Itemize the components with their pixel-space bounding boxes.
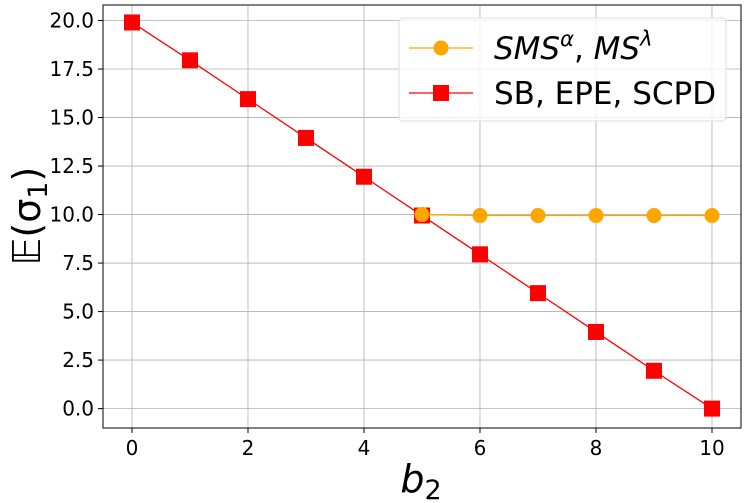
legend-marker	[433, 85, 449, 101]
legend-label: SB, EPE, SCPD	[494, 76, 716, 112]
data-point	[704, 208, 720, 224]
y-tick-label: 5.0	[62, 300, 94, 324]
y-tick-label: 12.5	[49, 154, 94, 178]
data-point	[124, 14, 140, 31]
series-line	[421, 213, 712, 217]
y-axis-label-close: )	[5, 167, 49, 182]
data-point	[472, 246, 488, 263]
data-point	[588, 323, 604, 340]
x-axis-ticks: 0 2 4 6 8 10	[126, 428, 725, 460]
legend-entry-0: SMSα, MSλ	[409, 27, 653, 67]
legend-label-part: ,	[574, 31, 594, 67]
data-point	[646, 362, 662, 379]
y-tick-label: 10.0	[49, 203, 94, 227]
series-layer	[124, 14, 720, 417]
y-axis-label: 𝔼(σ1)	[5, 167, 54, 266]
x-axis-label-sub: 2	[424, 475, 441, 503]
legend: SMSα, MSλ SB, EPE, SCPD	[398, 17, 727, 122]
legend-entry-1: SB, EPE, SCPD	[409, 76, 716, 112]
y-tick-label: 17.5	[49, 57, 94, 81]
data-point	[414, 207, 430, 223]
y-tick-label: 20.0	[49, 9, 94, 33]
data-point	[588, 208, 604, 224]
legend-marker	[433, 40, 449, 56]
x-tick-label: 10	[699, 436, 724, 460]
legend-label: SMSα, MSλ	[494, 27, 653, 67]
legend-label-part: SMS	[494, 31, 560, 67]
data-point	[530, 285, 546, 302]
x-tick-label: 6	[474, 436, 487, 460]
data-point	[646, 208, 662, 224]
y-tick-label: 0.0	[62, 397, 94, 421]
x-tick-label: 8	[590, 436, 603, 460]
data-point	[240, 91, 256, 108]
y-axis-label-sub: 1	[23, 182, 54, 199]
legend-label-part: λ	[639, 27, 652, 51]
series-0	[414, 207, 720, 224]
x-tick-label: 2	[242, 436, 255, 460]
data-point	[182, 52, 198, 69]
legend-label-part: MS	[594, 31, 640, 67]
data-point	[530, 208, 546, 224]
y-tick-label: 2.5	[62, 348, 94, 372]
legend-box	[398, 17, 727, 122]
y-axis-ticks: 0.0 2.5 5.0 7.5 10.0 12.5 15.0 17.5 20.0	[49, 9, 103, 421]
data-point	[704, 400, 720, 417]
legend-label-part: SB, EPE, SCPD	[494, 76, 716, 112]
x-axis-label: b2	[400, 457, 441, 503]
plot-frame	[102, 4, 742, 429]
data-point	[298, 129, 314, 146]
y-axis-label-base: 𝔼(σ	[5, 199, 49, 266]
x-tick-label: 0	[126, 436, 139, 460]
y-tick-label: 15.0	[49, 106, 94, 130]
x-tick-label: 4	[358, 436, 371, 460]
data-point	[356, 168, 372, 185]
legend-label-part: α	[560, 27, 574, 51]
series-1	[124, 14, 720, 417]
x-axis-label-base: b	[400, 457, 424, 501]
y-tick-label: 7.5	[62, 251, 94, 275]
data-point	[472, 208, 488, 224]
